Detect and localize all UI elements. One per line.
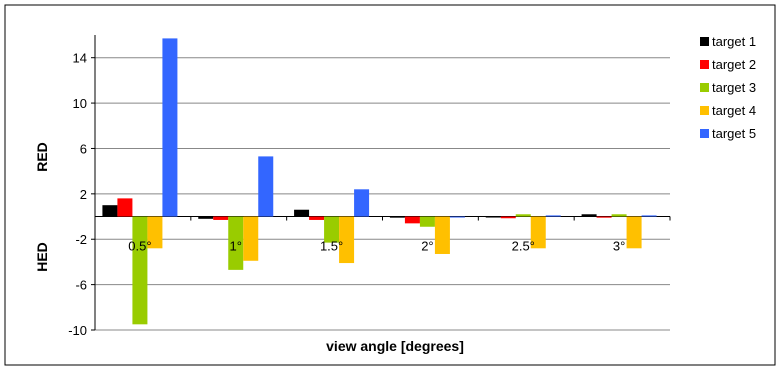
bar-target-5-3 — [449, 216, 465, 218]
legend-label: target 1 — [712, 34, 756, 49]
y-tick-label: 10 — [73, 96, 87, 111]
bar-target-1-4 — [485, 216, 501, 218]
bar-target-3-5 — [611, 214, 627, 217]
bar-target-1-0 — [102, 205, 118, 217]
legend-swatch — [700, 60, 709, 69]
y-tick-label: 6 — [80, 141, 87, 156]
bar-target-4-2 — [339, 216, 355, 264]
bar-target-1-1 — [198, 216, 214, 219]
legend-label: target 3 — [712, 80, 756, 95]
y-tick-label: -6 — [75, 278, 87, 293]
legend-swatch — [700, 106, 709, 115]
bar-target-4-0 — [147, 216, 163, 249]
bar-target-2-2 — [309, 216, 325, 220]
x-category-label: 1.5° — [320, 239, 343, 254]
y-axis-label-red: RED — [34, 142, 50, 172]
y-tick-label: -2 — [75, 232, 87, 247]
bars — [102, 38, 657, 325]
chart-border — [4, 4, 776, 366]
legend-label: target 2 — [712, 57, 756, 72]
x-category-label: 0.5° — [128, 239, 151, 254]
bar-target-4-1 — [243, 216, 259, 261]
bar-target-3-4 — [515, 214, 531, 217]
bar-target-2-1 — [213, 216, 229, 220]
bar-target-5-5 — [641, 215, 657, 217]
y-tick-label: -10 — [68, 323, 87, 338]
bar-target-5-4 — [545, 215, 561, 217]
legend-swatch — [700, 37, 709, 46]
x-axis-label: view angle [degrees] — [326, 338, 464, 354]
bar-target-5-1 — [258, 156, 274, 217]
grid — [95, 57, 670, 331]
bar-target-3-3 — [419, 216, 435, 227]
legend-swatch — [700, 129, 709, 138]
bar-target-2-4 — [500, 216, 516, 219]
bar-target-2-3 — [404, 216, 420, 224]
bar-target-2-0 — [117, 198, 133, 217]
bar-target-1-3 — [389, 216, 405, 218]
axes — [91, 35, 671, 331]
bar-target-1-2 — [294, 209, 310, 217]
legend-label: target 5 — [712, 126, 756, 141]
x-category-label: 1° — [230, 239, 242, 254]
legend-swatch — [700, 83, 709, 92]
legend: target 1 target 2 target 3 target 4 target 5 — [700, 34, 756, 141]
bar-target-4-5 — [626, 216, 642, 249]
bar-target-3-2 — [324, 216, 340, 243]
bar-target-5-0 — [162, 38, 178, 217]
legend-label: target 4 — [712, 103, 756, 118]
bar-target-3-0 — [132, 216, 148, 325]
y-tick-label: 14 — [73, 51, 87, 66]
x-category-label: 3° — [613, 239, 625, 254]
bar-target-1-5 — [581, 214, 597, 217]
bar-target-4-4 — [530, 216, 546, 249]
bar-target-3-1 — [228, 216, 244, 270]
bar-target-2-5 — [596, 216, 612, 218]
x-category-label: 2.5° — [512, 239, 535, 254]
y-axis-label-hed: HED — [34, 242, 50, 272]
x-category-label: 2° — [421, 239, 433, 254]
labels: 14 10 6 2 -2 -6 -10 0.5° 1° 1.5° 2° 2.5° 3° — [68, 51, 625, 338]
y-tick-label: 2 — [80, 187, 87, 202]
bar-target-5-2 — [354, 189, 370, 217]
bar-target-4-3 — [434, 216, 450, 254]
